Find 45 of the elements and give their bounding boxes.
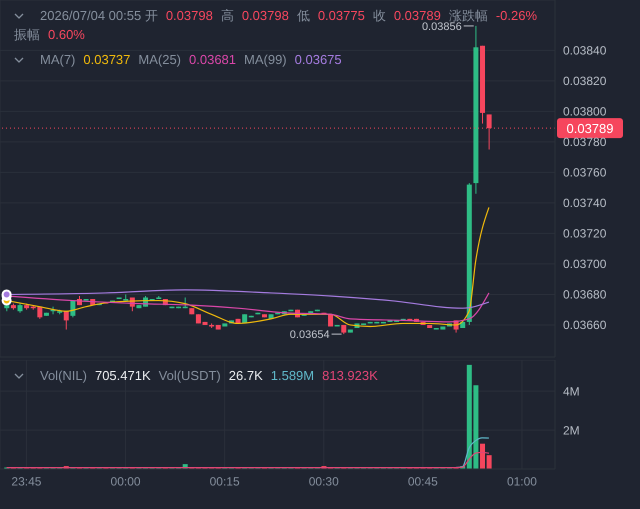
- annotation: 1.589M: [270, 367, 314, 385]
- annotation: 高: [220, 7, 234, 25]
- x-tick-label: 00:45: [408, 474, 438, 489]
- y-tick-label: 0.03800: [563, 104, 607, 119]
- annotation: 0.03737: [83, 51, 130, 69]
- y-tick-label: 0.03700: [563, 257, 607, 272]
- annotation: 低: [296, 7, 310, 25]
- x-tick-label: 00:30: [308, 474, 340, 489]
- y-tick-label: 0.03780: [563, 135, 607, 150]
- annotation: 2026/07/04 00:55 开: [40, 7, 158, 25]
- x-tick-label: 01:00: [506, 474, 538, 489]
- annotation: 振幅: [14, 26, 40, 44]
- y-tick-label: 0.03660: [563, 318, 607, 332]
- annotation: MA(99): [244, 51, 287, 69]
- annotation: 705.471K: [94, 367, 151, 385]
- y-tick-label: 0.03840: [563, 44, 607, 58]
- annotation: Vol(USDT): [158, 367, 221, 385]
- x-tick-label: 23:45: [11, 474, 42, 489]
- y-tick-label: 0.03820: [563, 74, 607, 88]
- y-tick-label: 0.03720: [563, 226, 607, 241]
- annotation: Vol(NIL): [40, 367, 87, 385]
- annotation: MA(25): [138, 51, 182, 69]
- annotation: 收: [372, 7, 386, 25]
- annotation: -0.26%: [496, 7, 538, 25]
- x-tick-label: 00:15: [210, 474, 240, 489]
- annotation: 0.03675: [294, 51, 342, 69]
- x-tick-label: 00:00: [110, 474, 141, 489]
- y-tick-label: 4M: [563, 384, 580, 398]
- annotation: MA(7): [40, 51, 76, 69]
- annotation: 26.7K: [228, 367, 263, 385]
- ref-line-label: 0.03789: [566, 121, 614, 136]
- annotation: 0.03681: [189, 51, 236, 69]
- annotation: 0.03798: [166, 7, 213, 25]
- y-tick-label: 2M: [563, 423, 580, 438]
- annotation: 0.03775: [318, 7, 365, 25]
- y-tick-label: 0.03680: [563, 288, 607, 302]
- y-tick-label: 0.03760: [563, 166, 607, 180]
- annotation: 0.03856: [422, 20, 462, 33]
- annotation: 813.923K: [322, 367, 378, 385]
- annotation: 涨跌幅: [448, 7, 488, 23]
- y-tick-label: 0.03740: [563, 196, 607, 210]
- annotation: 0.60%: [48, 26, 85, 44]
- annotation: 0.03654: [290, 329, 330, 342]
- annotation: 0.03798: [242, 7, 289, 25]
- annotation: 0.03789: [394, 7, 441, 23]
